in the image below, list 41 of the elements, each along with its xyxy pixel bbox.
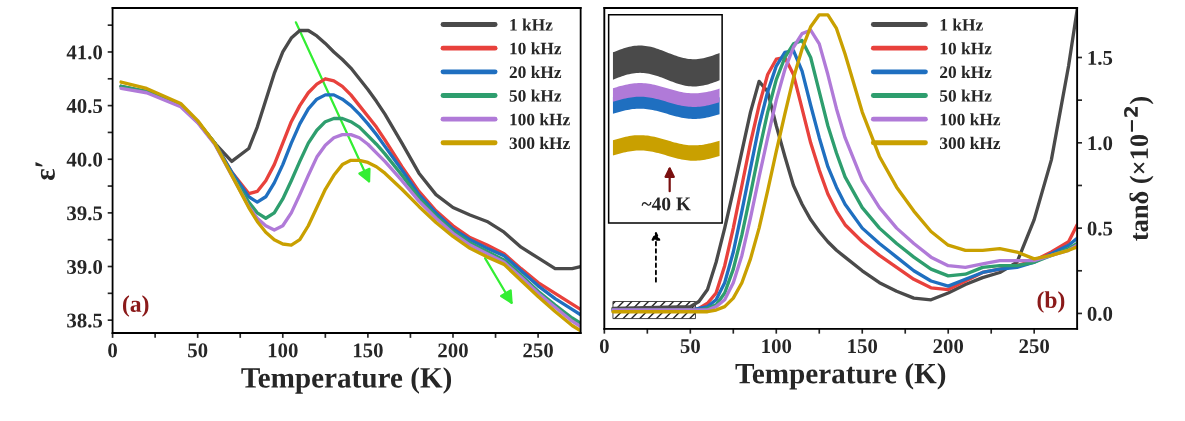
x-tick-label: 150	[353, 343, 383, 358]
legend-label: 300 kHz	[939, 136, 1001, 150]
y-tick-label: 40.5	[66, 98, 103, 114]
y2-tick-label: 1.0	[1088, 136, 1113, 151]
legend-label: 100 kHz	[510, 113, 570, 126]
legend-label: 1 kHz	[510, 18, 553, 31]
legend-label: 20 kHz	[940, 65, 992, 79]
x-tick-label: 50	[680, 339, 700, 354]
legend-label: 100 kHz	[940, 113, 1001, 126]
legend-label: 20 kHz	[509, 65, 562, 79]
legend-label: 300 kHz	[509, 136, 570, 150]
y2-axis-title: tanδ (×10$^{−2}$)	[1124, 97, 1154, 241]
x-tick-label: 0	[599, 339, 609, 354]
y2-tick-label: 0.5	[1087, 221, 1113, 236]
x-tick-label: 200	[438, 343, 468, 358]
y2-tick-label: 1.5	[1088, 50, 1113, 66]
x-tick-label: 100	[762, 339, 792, 354]
annotation: ~40 K	[641, 197, 691, 211]
y-tick-label: 39.5	[67, 206, 103, 221]
annotation: (b)	[1037, 291, 1065, 313]
annotation: (a)	[122, 295, 149, 317]
y-tick-label: 39.0	[67, 259, 103, 275]
legend-label: 10 kHz	[510, 42, 562, 55]
y-tick-label: 40.0	[66, 152, 103, 167]
legend-label: 50 kHz	[940, 89, 992, 102]
y-axis-title: ε′	[35, 162, 55, 181]
x-tick-label: 200	[933, 339, 964, 354]
legend-label: 50 kHz	[509, 89, 562, 102]
y2-tick-label: 0.0	[1087, 306, 1113, 321]
x-tick-label: 0	[108, 343, 117, 358]
y-tick-label: 41.0	[66, 45, 103, 60]
legend-label: 10 kHz	[940, 42, 992, 55]
x-tick-label: 250	[1019, 339, 1050, 354]
x-tick-label: 250	[523, 343, 553, 358]
x-tick-label: 100	[268, 343, 298, 358]
x-tick-label: 150	[848, 339, 878, 354]
x-tick-label: 50	[188, 343, 208, 358]
y-tick-label: 38.5	[67, 313, 103, 328]
x-axis-title: Temperature (K)	[241, 367, 452, 394]
legend-label: 1 kHz	[940, 18, 983, 31]
x-axis-title: Temperature (K)	[735, 362, 946, 390]
